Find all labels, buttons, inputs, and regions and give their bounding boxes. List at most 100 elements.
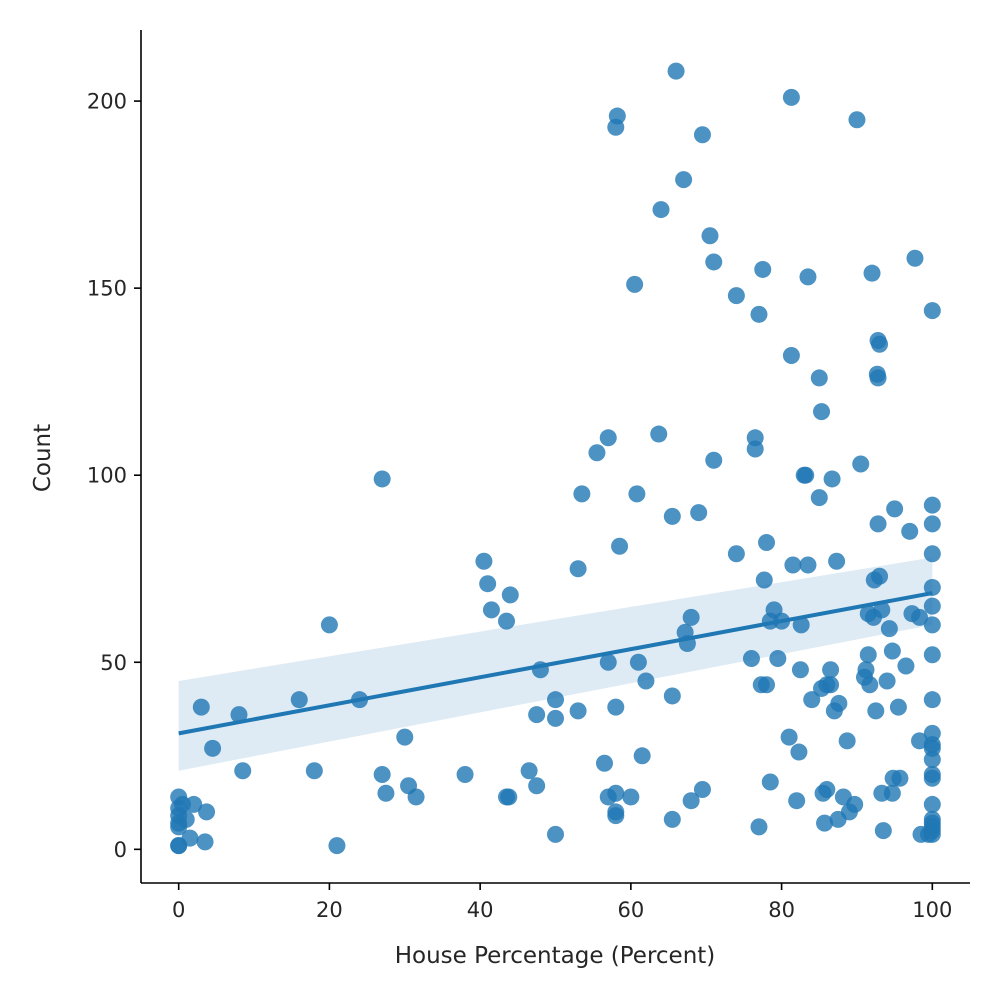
data-point (705, 451, 723, 469)
data-point (498, 612, 516, 630)
data-point (727, 545, 745, 563)
data-point (682, 792, 700, 810)
data-point (758, 676, 776, 694)
data-point (204, 739, 222, 757)
data-point (611, 537, 629, 555)
data-point (547, 691, 564, 709)
data-point (803, 691, 821, 709)
data-point (663, 507, 681, 525)
data-point (797, 466, 815, 484)
data-point (861, 676, 879, 694)
data-point (791, 661, 809, 679)
data-point (923, 545, 941, 563)
data-point (637, 672, 655, 690)
data-point (595, 754, 613, 772)
x-tick-label: 60 (617, 898, 644, 922)
data-point (897, 657, 915, 675)
data-point (675, 171, 693, 189)
data-point (456, 766, 474, 784)
data-point (886, 500, 904, 518)
data-point (878, 672, 896, 690)
data-point (788, 792, 806, 810)
data-point (923, 825, 941, 843)
data-point (891, 769, 909, 787)
data-point (923, 515, 941, 533)
data-point (750, 305, 768, 323)
data-point (705, 253, 723, 271)
data-point (923, 616, 941, 634)
data-point (871, 567, 889, 585)
data-point (693, 780, 711, 798)
data-point (755, 571, 773, 589)
data-point (230, 706, 248, 724)
data-point (758, 534, 776, 552)
regression-line-layer (178, 591, 933, 736)
data-point (923, 578, 941, 596)
data-point (923, 795, 941, 813)
y-ticks-layer: 0 50 100 150 200 (87, 90, 141, 862)
data-point (792, 616, 810, 634)
data-point (906, 249, 924, 267)
data-point (528, 777, 546, 795)
data-point (177, 810, 195, 828)
data-point (701, 227, 719, 245)
x-ticks-layer: 0 20 40 60 80 100 (172, 883, 952, 922)
data-point (782, 346, 800, 364)
data-point (547, 709, 564, 727)
axes-layer (140, 30, 970, 884)
data-point (869, 369, 887, 387)
y-tick-label: 0 (114, 838, 127, 862)
x-tick-label: 0 (172, 898, 185, 922)
data-point (823, 470, 841, 488)
data-point (810, 369, 828, 387)
data-point (290, 691, 308, 709)
data-point (181, 829, 199, 847)
data-point (234, 762, 252, 780)
data-point (690, 504, 708, 522)
data-point (923, 646, 941, 664)
regression-line (178, 591, 933, 736)
data-point (754, 260, 772, 278)
y-tick-label: 50 (100, 651, 127, 675)
data-point (528, 706, 546, 724)
data-point (682, 608, 700, 626)
data-point (305, 762, 323, 780)
data-point (830, 694, 848, 712)
data-point (761, 773, 779, 791)
data-point (198, 803, 216, 821)
data-point (328, 837, 346, 855)
data-point (822, 676, 840, 694)
data-point (867, 702, 885, 720)
data-point (746, 440, 764, 458)
data-points-layer (170, 62, 941, 855)
data-point (607, 698, 625, 716)
data-point (880, 620, 898, 638)
data-point (846, 795, 864, 813)
data-point (196, 833, 214, 851)
data-point (889, 698, 907, 716)
data-point (923, 769, 941, 787)
y-axis-label: Count (30, 424, 56, 492)
data-point (185, 795, 203, 813)
x-tick-label: 40 (467, 898, 494, 922)
data-point (799, 556, 817, 574)
data-point (859, 646, 877, 664)
data-point (520, 762, 538, 780)
data-point (901, 522, 919, 540)
x-tick-label: 100 (912, 898, 952, 922)
data-point (377, 784, 395, 802)
data-point (628, 485, 646, 503)
data-point (667, 62, 685, 80)
data-point (629, 653, 647, 671)
data-point (810, 489, 828, 507)
data-point (883, 642, 901, 660)
data-point (813, 403, 831, 421)
y-tick-label: 150 (87, 277, 127, 301)
data-point (857, 661, 875, 679)
data-point (652, 201, 670, 219)
data-point (608, 107, 626, 125)
data-point (828, 552, 846, 570)
data-point (482, 601, 500, 619)
data-point (784, 556, 802, 574)
